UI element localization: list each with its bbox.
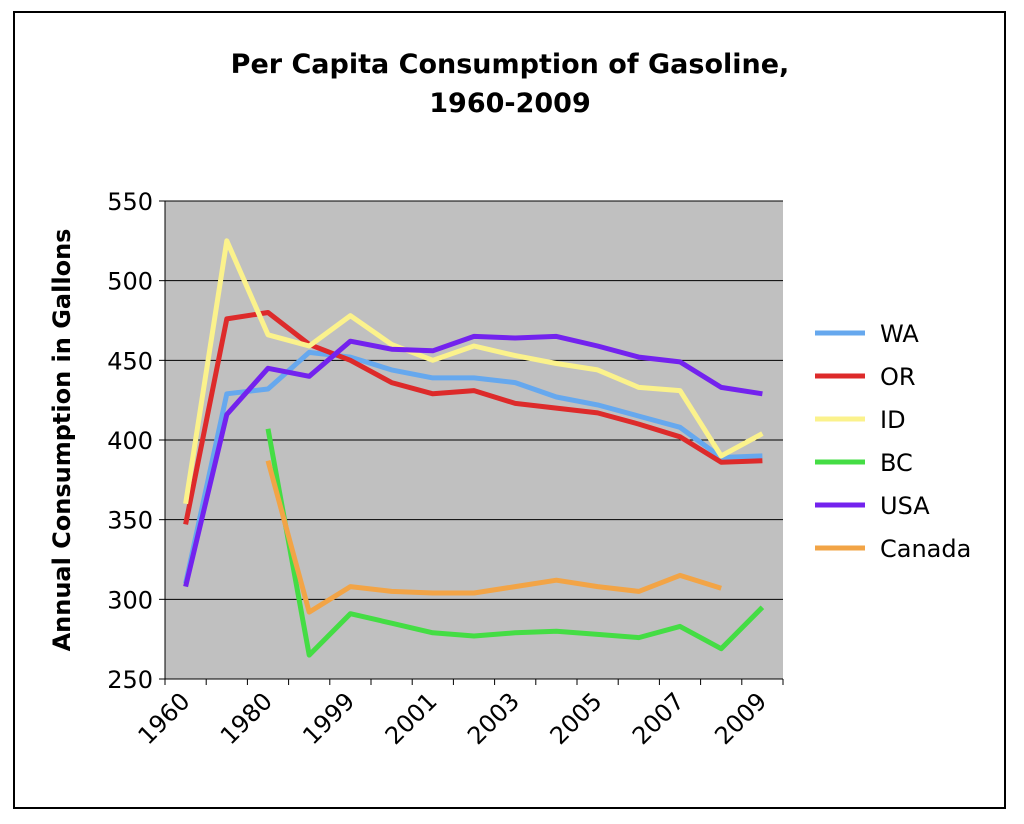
series-line — [183, 310, 763, 525]
legend-label: OR — [880, 363, 916, 391]
y-tick-label: 450 — [107, 347, 153, 375]
y-tick-label: 350 — [107, 507, 153, 535]
legend-label: Canada — [880, 535, 971, 563]
series-line — [265, 428, 765, 658]
series-line — [183, 333, 763, 588]
series-line — [183, 349, 763, 584]
chart-title: Per Capita Consumption of Gasoline, — [231, 49, 790, 80]
series-line — [183, 238, 764, 505]
legend-label: USA — [880, 492, 930, 520]
legend-label: WA — [880, 320, 919, 348]
series-line — [265, 460, 722, 615]
y-tick-label: 250 — [107, 666, 153, 694]
y-tick-label: 300 — [107, 586, 153, 614]
legend-label: ID — [880, 406, 906, 434]
y-axis-label: Annual Consumption in Gallons — [48, 229, 76, 652]
legend-label: BC — [880, 449, 913, 477]
y-tick-label: 550 — [107, 188, 153, 216]
y-tick-label: 400 — [107, 427, 153, 455]
chart-subtitle: 1960-2009 — [429, 88, 591, 119]
y-tick-label: 500 — [107, 268, 153, 296]
